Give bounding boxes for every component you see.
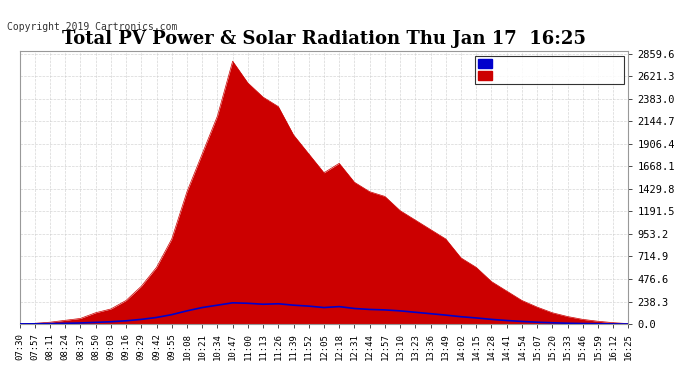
Title: Total PV Power & Solar Radiation Thu Jan 17  16:25: Total PV Power & Solar Radiation Thu Jan… — [62, 30, 586, 48]
Text: Copyright 2019 Cartronics.com: Copyright 2019 Cartronics.com — [7, 22, 177, 32]
Legend: Radiation  (w/m2), PV Panels  (DC Watts): Radiation (w/m2), PV Panels (DC Watts) — [475, 56, 624, 84]
